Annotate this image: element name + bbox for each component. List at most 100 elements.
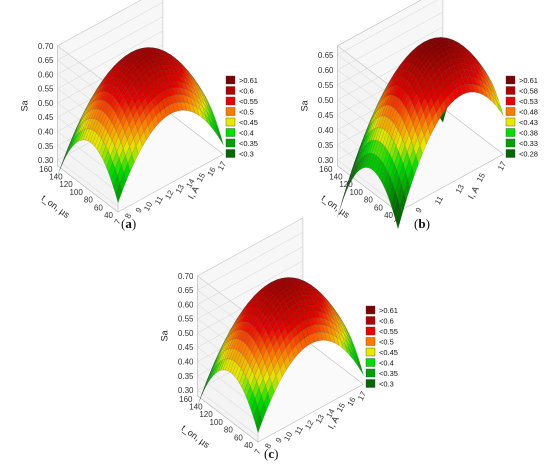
caption-b: (b) <box>414 216 430 231</box>
t-tick-label: 100 <box>349 188 363 197</box>
legend-swatch <box>225 138 236 148</box>
z-tick-label: 0.50 <box>38 99 54 108</box>
legend-swatch <box>365 337 376 346</box>
i-tick-label: 7 <box>253 447 263 456</box>
z-axis: 0.70 0.65 0.60 0.55 0.50 0.45 0.40 0.35 0.30 Sa <box>20 42 55 165</box>
z-tick-label: 0.50 <box>178 329 194 338</box>
legend-label: <0.3 <box>239 150 254 159</box>
legend-label: <0.3 <box>379 380 394 389</box>
i-tick-label: 17 <box>356 389 368 402</box>
z-tick-label: 0.60 <box>38 70 54 79</box>
t-tick-label: 40 <box>244 441 253 450</box>
surface-chart-c: 0.70 0.65 0.60 0.55 0.50 0.45 0.40 0.35 0.30 Sa 16… <box>160 217 398 456</box>
legend-label: <0.45 <box>239 118 258 127</box>
z-tick-label: 0.40 <box>38 128 54 137</box>
z-tick-label: 0.60 <box>318 66 334 75</box>
plot-group: 0.70 0.65 0.60 0.55 0.50 0.45 0.40 0.35 0.30 Sa 16… <box>20 0 228 226</box>
surface-mesh <box>57 47 224 204</box>
legend: >0.61 <0.6<0.55 <0.5<0.45 <0.4<0.35 <0.3 <box>365 305 398 389</box>
legend-label: >0.61 <box>379 306 398 315</box>
legend: >0.61 <0.58<0.53 <0.48<0.43 <0.38<0.33 <0.28 <box>505 75 538 159</box>
z-tick-label: 0.70 <box>178 272 194 281</box>
z-tick-label: 0.70 <box>38 42 54 51</box>
legend-label: <0.55 <box>239 97 258 106</box>
legend-label: <0.35 <box>239 139 258 148</box>
z-axis: 0.65 0.60 0.55 0.50 0.45 0.40 0.35 0.30 Sa <box>300 51 335 165</box>
legend-swatch <box>225 96 236 106</box>
i-tick-label: 11 <box>433 194 445 206</box>
chart-panel-a: 0.70 0.65 0.60 0.55 0.50 0.45 0.40 0.35 0.30 Sa 16… <box>0 0 270 230</box>
legend-swatch <box>505 117 516 127</box>
chart-panel-c: 0.70 0.65 0.60 0.55 0.50 0.45 0.40 0.35 0.30 Sa 16… <box>140 217 410 456</box>
i-tick-label: 17 <box>496 159 508 172</box>
legend-swatch <box>365 368 376 378</box>
legend-swatch <box>505 107 516 116</box>
legend-label: >0.61 <box>239 76 258 85</box>
z-tick-label: 0.60 <box>178 300 194 309</box>
z-axis-label: Sa <box>160 330 170 341</box>
i-axis-label: I, A <box>466 185 481 201</box>
t-tick-label: 80 <box>364 196 373 205</box>
legend-swatch <box>505 138 516 148</box>
legend-swatch <box>225 86 236 95</box>
legend-label: <0.55 <box>379 327 398 336</box>
t-tick-label: 160 <box>319 165 333 174</box>
z-tick-label: 0.40 <box>178 358 194 367</box>
t-axis-label: t_on, µs <box>180 423 212 450</box>
i-tick-label: 13 <box>454 183 466 196</box>
caption-a: (a) <box>121 216 137 231</box>
i-tick-label: 17 <box>216 159 228 172</box>
legend-swatch <box>365 358 376 367</box>
legend-label: <0.43 <box>519 118 538 127</box>
t-tick-label: 60 <box>374 203 383 212</box>
z-tick-label: 0.55 <box>178 315 194 324</box>
surface-mesh <box>197 277 364 434</box>
i-tick-label: 9 <box>134 206 144 215</box>
t-tick-label: 40 <box>384 211 393 220</box>
legend-label: <0.38 <box>519 129 538 138</box>
z-tick-label: 0.65 <box>38 56 54 65</box>
t-tick-label: 100 <box>69 188 83 197</box>
z-axis-label: Sa <box>20 100 30 111</box>
t-tick-label: 140 <box>189 403 203 412</box>
t-tick-label: 160 <box>39 165 53 174</box>
z-tick-label: 0.55 <box>38 85 54 94</box>
legend-swatch <box>365 305 376 315</box>
z-tick-label: 0.45 <box>318 111 334 120</box>
z-axis-label: Sa <box>300 100 310 111</box>
legend-label: <0.58 <box>519 87 538 96</box>
z-tick-label: 0.30 <box>318 156 334 165</box>
i-tick-label: 9 <box>274 436 284 445</box>
legend-swatch <box>225 128 236 137</box>
legend-label: <0.48 <box>519 108 538 117</box>
z-tick-label: 0.45 <box>178 343 194 352</box>
t-tick-label: 80 <box>84 196 93 205</box>
plot-group: 0.70 0.65 0.60 0.55 0.50 0.45 0.40 0.35 0.30 Sa 16… <box>160 217 368 456</box>
legend-swatch <box>505 149 516 158</box>
legend-swatch <box>365 379 376 388</box>
legend-swatch <box>505 86 516 95</box>
legend-label: <0.45 <box>379 348 398 357</box>
legend-swatch <box>365 326 376 336</box>
i-tick-label: 7 <box>393 217 403 226</box>
legend-swatch <box>365 347 376 357</box>
legend-label: <0.4 <box>379 359 394 368</box>
legend-label: <0.5 <box>239 108 254 117</box>
legend-label: <0.33 <box>519 139 538 148</box>
z-tick-label: 0.65 <box>318 51 334 60</box>
z-tick-label: 0.55 <box>318 81 334 90</box>
z-tick-label: 0.35 <box>178 372 194 381</box>
i-tick-label: 8 <box>263 441 273 450</box>
t-tick-label: 140 <box>49 173 63 182</box>
caption-c: (c) <box>264 446 279 461</box>
legend-swatch <box>225 75 236 85</box>
t-tick-label: 60 <box>234 433 243 442</box>
legend-label: <0.53 <box>519 97 538 106</box>
legend-swatch <box>225 107 236 116</box>
t-tick-label: 160 <box>179 395 193 404</box>
legend-swatch <box>225 149 236 158</box>
legend-label: <0.5 <box>379 338 394 347</box>
t-tick-label: 120 <box>339 180 353 189</box>
legend-label: <0.6 <box>239 87 254 96</box>
t-axis-label: t_on, µs <box>320 193 352 220</box>
